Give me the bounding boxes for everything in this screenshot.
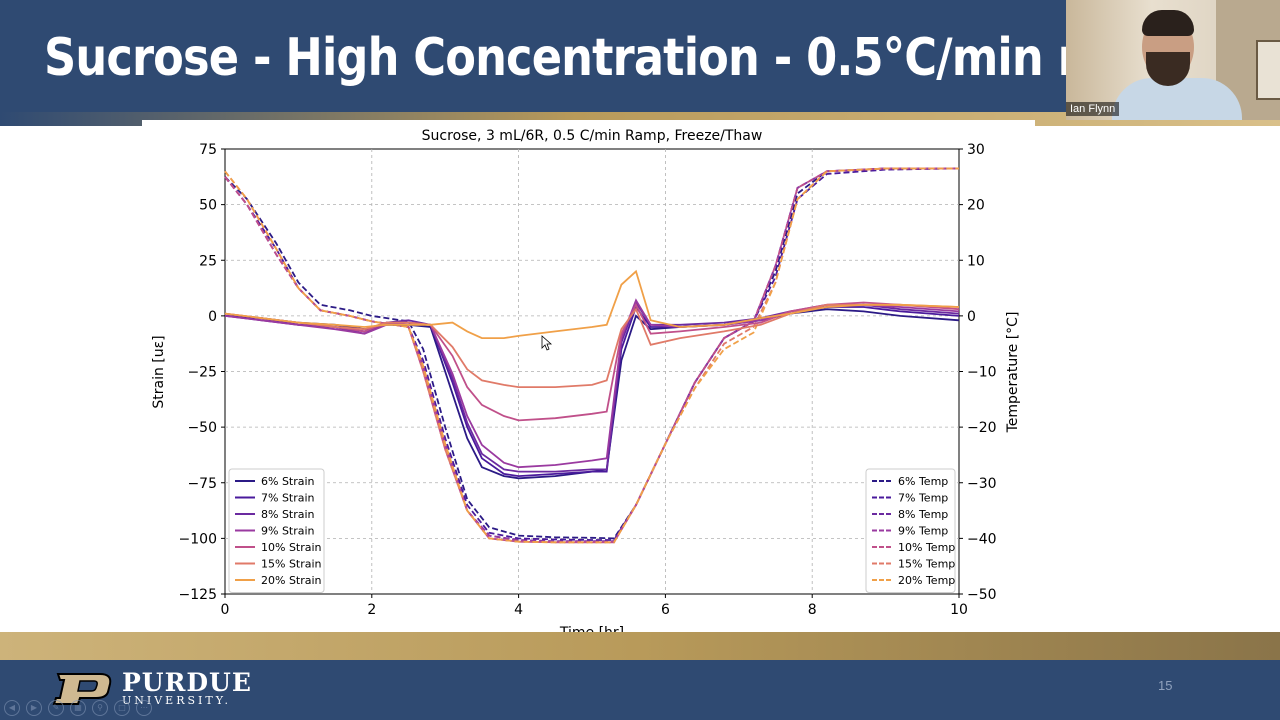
axis-ticks: 0 2 4 6 8 10 75 50 25 0 −25 −50 −75 −100 −125 30 20 10 0 −1… — [179, 142, 997, 618]
mouse-cursor — [541, 335, 553, 351]
y-tick-label: −50 — [187, 420, 217, 436]
pen-icon[interactable]: ✎ — [48, 700, 64, 716]
strain-legend-entry-label: 8% Strain — [261, 508, 315, 521]
next-icon[interactable]: ▶ — [26, 700, 42, 716]
y-tick-label: −75 — [187, 476, 217, 492]
x-tick-label: 8 — [808, 602, 817, 618]
y-tick-label: −100 — [179, 531, 217, 547]
prev-icon[interactable]: ◀ — [4, 700, 20, 716]
strain-legend-entry-label: 7% Strain — [261, 492, 315, 505]
strain-legend-entry-label: 15% Strain — [261, 558, 322, 571]
presenter-shirt — [1112, 78, 1242, 120]
temp-legend-entry-label: 7% Temp — [898, 492, 948, 505]
university-name: PURDUE — [122, 668, 252, 697]
grid-lines — [225, 149, 959, 594]
presenter-video[interactable]: Ian Flynn — [1066, 0, 1280, 120]
strain-legend-entry-label: 10% Strain — [261, 541, 322, 554]
temp-series-line — [224, 167, 959, 544]
temp-legend-entry-label: 6% Temp — [898, 475, 948, 488]
y-tick-label: 0 — [208, 309, 217, 325]
chart-title: Sucrose, 3 mL/6R, 0.5 C/min Ramp, Freeze… — [422, 128, 763, 144]
temp-legend: 6% Temp 7% Temp 8% Temp 9% Temp 10% Temp 15% … — [865, 468, 956, 593]
grid-icon[interactable]: ▦ — [70, 700, 86, 716]
temp-legend-entry-box — [865, 468, 956, 593]
slide-title: Sucrose - High Concentration - 0.5°C/min… — [44, 28, 1186, 88]
x-tick-label: 2 — [367, 602, 376, 618]
footer-accent-band — [0, 632, 1280, 662]
slide-page-number: 15 — [1158, 678, 1173, 693]
y2-tick-label: −10 — [967, 365, 997, 381]
presenter-name-tag: Ian Flynn — [1066, 102, 1120, 116]
slide-footer — [0, 660, 1280, 720]
chart-svg: 0 2 4 6 8 10 75 50 25 0 −25 −50 −75 −100 −125 30 20 10 0 −1… — [151, 128, 1021, 641]
temp-series-line — [224, 167, 960, 541]
temp-legend-entry-label: 20% Temp — [898, 574, 955, 587]
series-group — [224, 167, 960, 544]
y-tick-label: 25 — [199, 253, 217, 269]
strain-legend: 6% Strain 7% Strain 8% Strain 9% Strain 10% … — [228, 468, 325, 593]
video-background-frame — [1256, 40, 1280, 100]
y2-tick-label: 30 — [967, 142, 985, 158]
x-tick-label: 4 — [514, 602, 523, 618]
temp-legend-entry-label: 8% Temp — [898, 508, 948, 521]
y2-tick-label: 10 — [967, 253, 985, 269]
x-tick-label: 10 — [950, 602, 968, 618]
y2-axis-label: Temperature [°C] — [1005, 312, 1021, 434]
more-icon[interactable]: ⋯ — [136, 700, 152, 716]
y2-tick-label: 20 — [967, 198, 985, 214]
y2-tick-label: 0 — [967, 309, 976, 325]
y-tick-label: −125 — [179, 587, 217, 603]
y2-tick-label: −20 — [967, 420, 997, 436]
y-axis-label: Strain [uε] — [151, 335, 167, 408]
temp-series-line — [224, 167, 959, 544]
zoom-icon[interactable]: ⚲ — [92, 700, 108, 716]
chart-container: 0 2 4 6 8 10 75 50 25 0 −25 −50 −75 −100 −125 30 20 10 0 −1… — [142, 120, 1035, 648]
y-tick-label: 50 — [199, 198, 217, 214]
subtitle-icon[interactable]: □ — [114, 700, 130, 716]
strain-legend-entry-label: 6% Strain — [261, 475, 315, 488]
strain-series-line — [224, 269, 960, 340]
strain-legend-entry-box — [228, 468, 325, 593]
temp-legend-entry-label: 10% Temp — [898, 541, 955, 554]
temp-series-line — [224, 167, 959, 540]
y2-tick-label: −30 — [967, 476, 997, 492]
x-tick-label: 6 — [661, 602, 670, 618]
y2-tick-label: −40 — [967, 531, 997, 547]
strain-legend-entry-label: 9% Strain — [261, 525, 315, 538]
y-tick-label: −25 — [187, 365, 217, 381]
temp-legend-entry-label: 9% Temp — [898, 525, 948, 538]
strain-legend-entry-label: 20% Strain — [261, 574, 322, 587]
x-tick-label: 0 — [221, 602, 230, 618]
y2-tick-label: −50 — [967, 587, 997, 603]
presentation-nav-bar: ◀ ▶ ✎ ▦ ⚲ □ ⋯ — [4, 700, 152, 716]
presenter-beard — [1146, 52, 1190, 86]
y-tick-label: 75 — [199, 142, 217, 158]
presenter-hair — [1142, 10, 1194, 36]
temp-legend-entry-label: 15% Temp — [898, 558, 955, 571]
